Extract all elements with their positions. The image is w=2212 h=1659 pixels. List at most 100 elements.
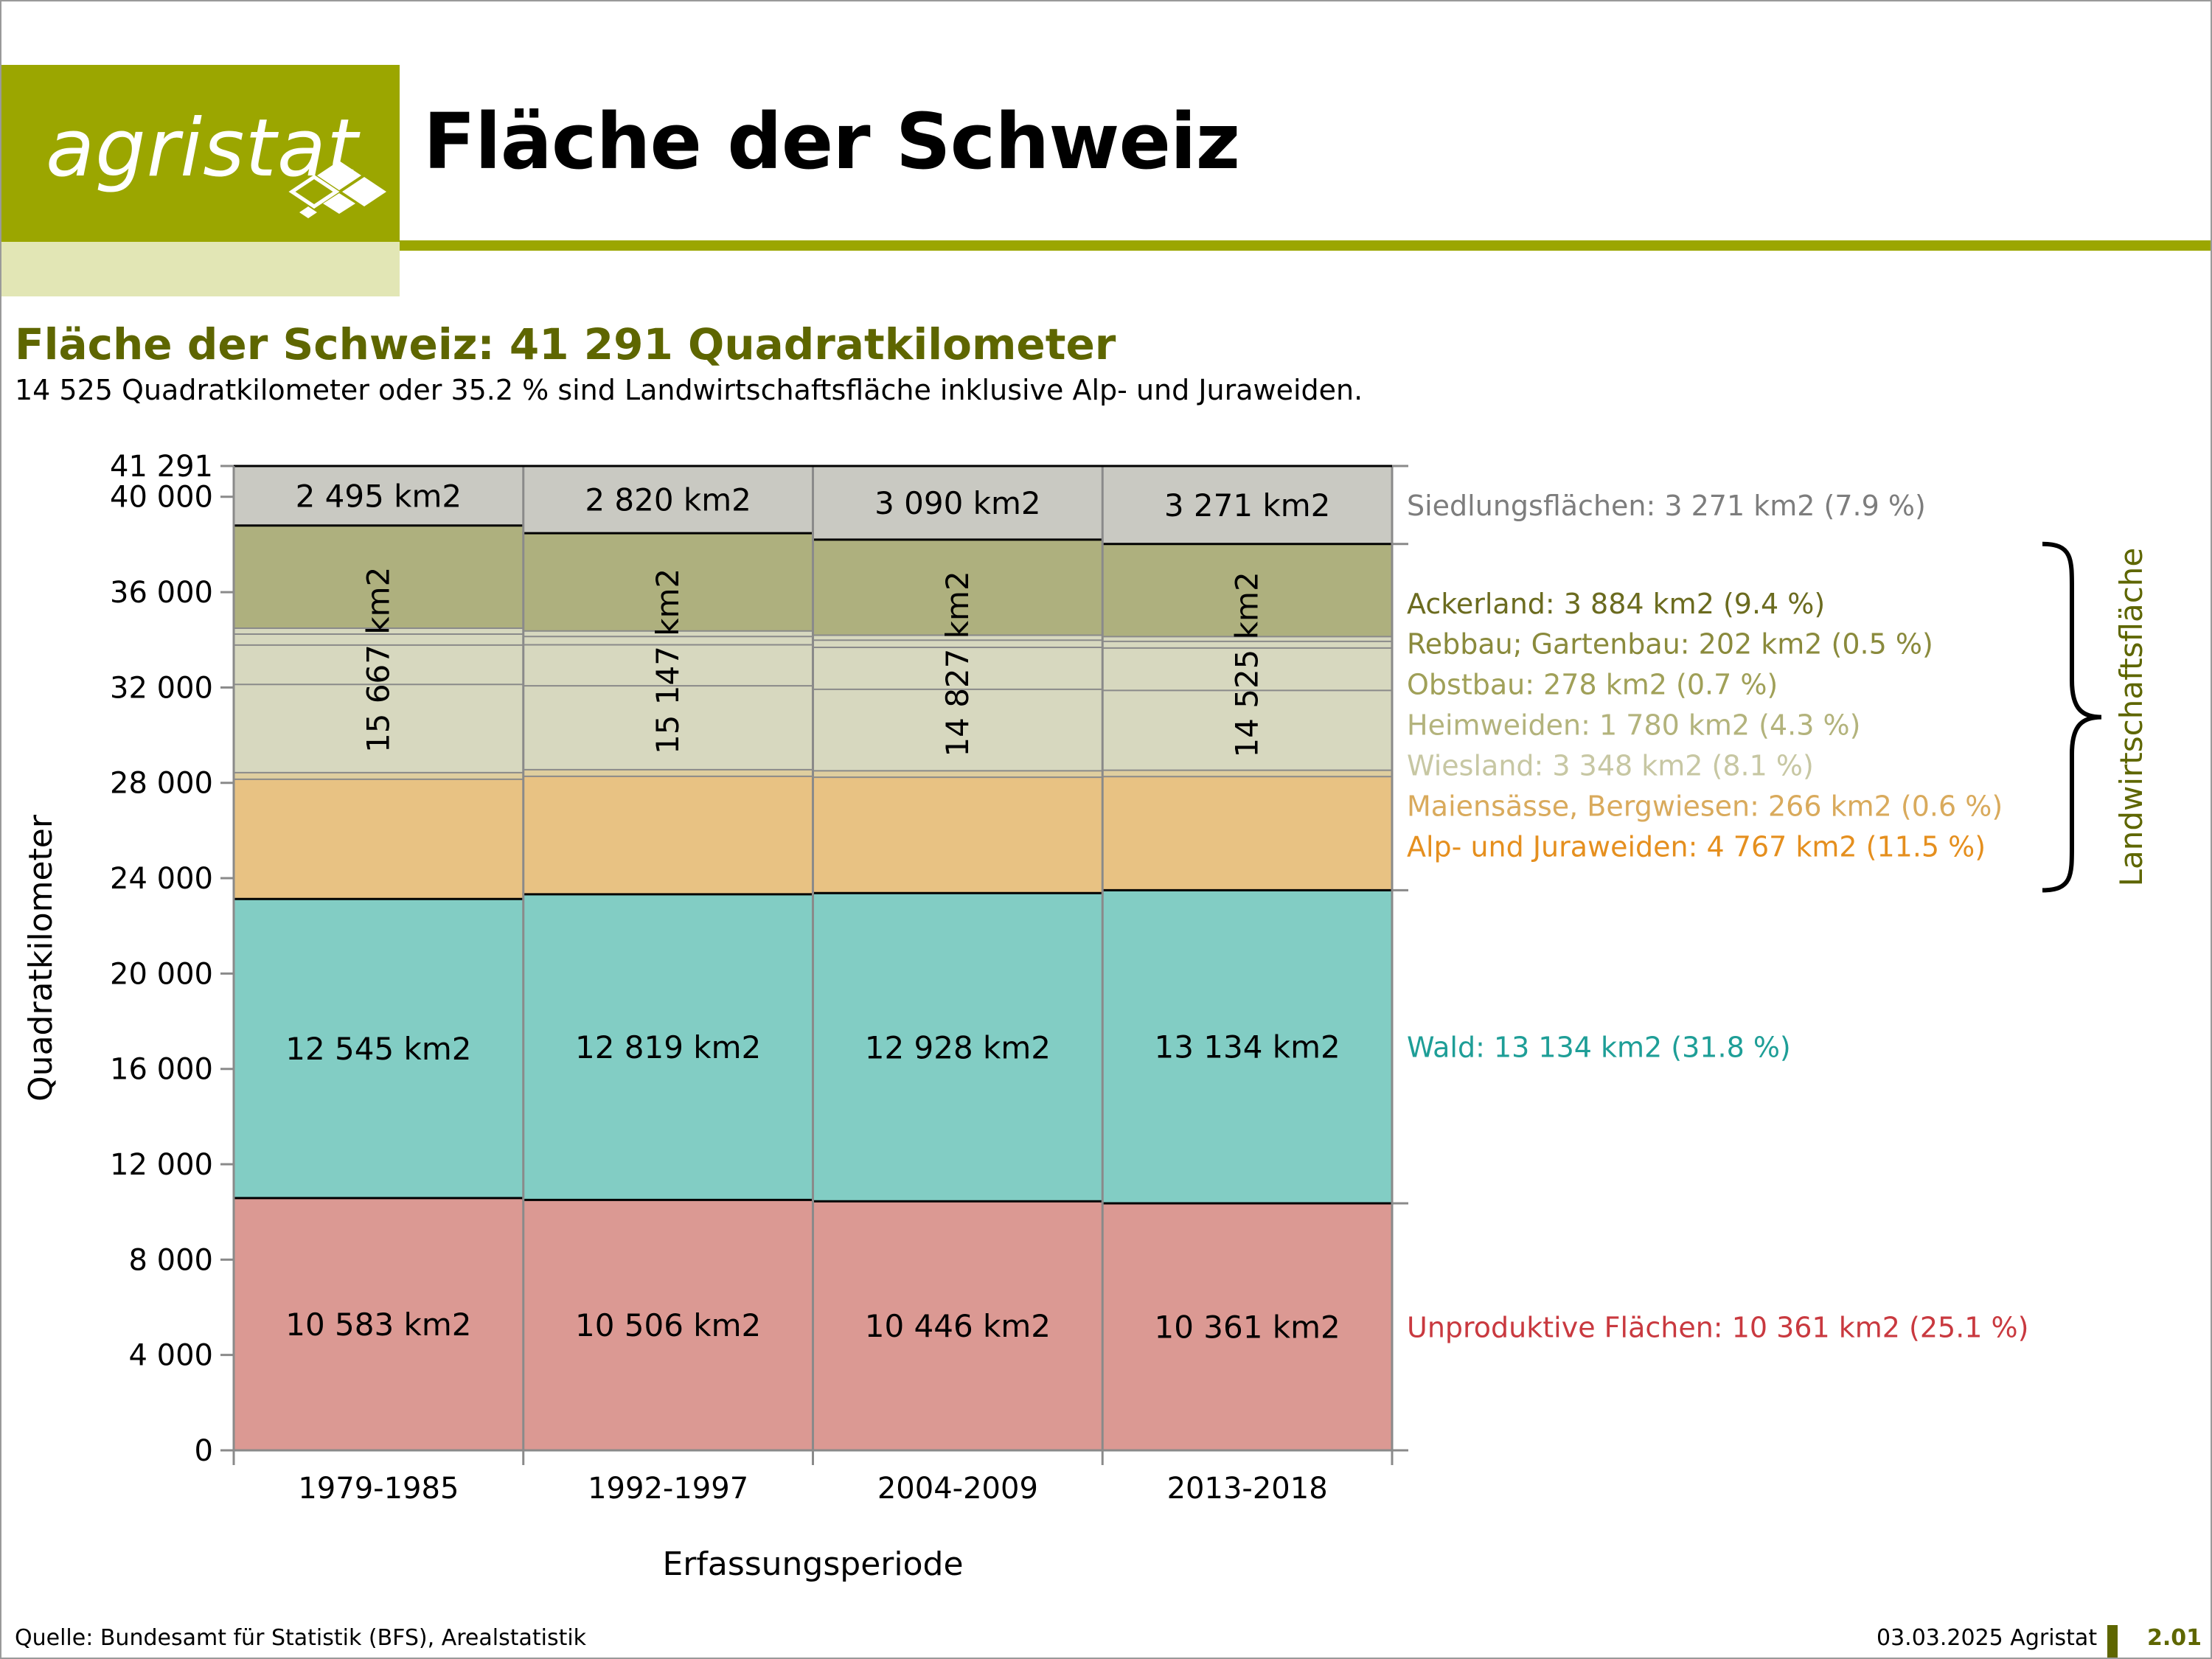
bar-segment (813, 893, 1103, 1202)
y-tick-label: 32 000 (110, 671, 213, 705)
legend-label: Heimweiden: 1 780 km2 (4.3 %) (1407, 709, 1860, 742)
bracket-label: Landwirtschaftsfläche (2113, 548, 2149, 887)
y-tick-label: 4 000 (128, 1339, 213, 1373)
x-tick-label: 2004-2009 (877, 1472, 1038, 1506)
bar-segment (813, 647, 1103, 689)
x-tick-label: 2013-2018 (1167, 1472, 1328, 1506)
data-label: 3 090 km2 (874, 485, 1041, 521)
footer-divider (2107, 1625, 2118, 1658)
y-tick-label: 24 000 (110, 862, 213, 896)
bar-segment (523, 533, 813, 631)
bar-segment (234, 634, 524, 645)
legend-label: Wiesland: 3 348 km2 (8.1 %) (1407, 749, 1814, 782)
data-label: 2 495 km2 (296, 478, 462, 514)
y-tick-label: 20 000 (110, 957, 213, 991)
bar-segment (523, 630, 813, 637)
legend-label: Maiensässe, Bergwiesen: 266 km2 (0.6 %) (1407, 790, 2003, 822)
data-label: 12 928 km2 (865, 1029, 1051, 1065)
y-tick-label: 36 000 (110, 576, 213, 610)
bracket (2042, 541, 2102, 893)
data-label: 2 820 km2 (585, 482, 751, 518)
y-tick-label: 0 (195, 1434, 213, 1468)
bar-segment (523, 776, 813, 894)
footer-date: 03.03.2025 Agristat (1877, 1625, 2098, 1651)
agristat-logo: agristat (46, 102, 359, 195)
y-tick-label: 28 000 (110, 767, 213, 801)
data-label: 12 819 km2 (575, 1029, 761, 1065)
y-tick-label: 16 000 (110, 1053, 213, 1087)
bar-segment (234, 684, 524, 773)
y-axis-title: Quadratkilometer (22, 814, 60, 1102)
bar-segment (1102, 890, 1392, 1204)
bar-segment (813, 635, 1103, 641)
bar-segment (523, 769, 813, 776)
chart-subtext: 14 525 Quadratkilometer oder 35.2 % sind… (15, 374, 1363, 406)
logo-underbar (1, 242, 400, 296)
group-data-label: 14 827 km2 (939, 571, 975, 757)
group-data-label: 15 667 km2 (360, 567, 396, 753)
data-label: 12 545 km2 (285, 1031, 471, 1067)
legend-label: Alp- und Juraweiden: 4 767 km2 (11.5 %) (1407, 830, 1986, 863)
y-tick-label: 12 000 (110, 1148, 213, 1182)
y-tick-label: 41 291 (110, 450, 213, 484)
bar-segment (1102, 776, 1392, 891)
legend-label: Wald: 13 134 km2 (31.8 %) (1407, 1032, 1791, 1064)
bar-segment (523, 465, 813, 534)
group-data-label: 14 525 km2 (1229, 571, 1265, 757)
bar-segment (1102, 543, 1392, 637)
legend-label: Obstbau: 278 km2 (0.7 %) (1407, 669, 1778, 701)
bar-segment (234, 466, 524, 526)
data-label: 10 446 km2 (865, 1308, 1051, 1344)
y-tick-label: 8 000 (128, 1243, 213, 1277)
bar-segment (813, 1201, 1103, 1450)
legend-label: Rebbau; Gartenbau: 202 km2 (0.5 %) (1407, 628, 1933, 661)
bar-segment (523, 644, 813, 686)
header-rule (400, 240, 2211, 251)
logo-diamond-icon (288, 161, 386, 218)
bar-segment (813, 689, 1103, 771)
bar-segment (813, 640, 1103, 647)
bar-segment (523, 1200, 813, 1450)
y-tick-label: 40 000 (110, 481, 213, 515)
data-label: 10 583 km2 (285, 1307, 471, 1343)
bar-segment (523, 636, 813, 645)
page-number: 2.01 (2147, 1625, 2202, 1651)
bar-segment (1102, 770, 1392, 777)
bar-segment (234, 1197, 524, 1450)
data-label: 3 271 km2 (1164, 487, 1331, 524)
x-axis-title: Erfassungsperiode (662, 1545, 963, 1583)
x-tick-label: 1979-1985 (298, 1472, 459, 1506)
logo-box (1, 65, 400, 242)
stacked-bar-chart: 0 4 000 8 000 12 000 16 000 20 000 24 000 28 00… (22, 450, 2149, 1583)
bar-segment (1102, 1203, 1392, 1450)
data-label: 10 361 km2 (1154, 1310, 1340, 1346)
bar-segment (1102, 466, 1392, 544)
bar-segment (813, 466, 1103, 540)
bar-segment (1102, 690, 1392, 771)
chart-headline: Fläche der Schweiz: 41 291 Quadratkilome… (15, 319, 1116, 369)
legend-label: Unproduktive Flächen: 10 361 km2 (25.1 %… (1407, 1312, 2028, 1344)
bar-segment (1102, 641, 1392, 648)
data-label: 13 134 km2 (1154, 1029, 1340, 1065)
page-title: Fläche der Schweiz (423, 97, 1240, 187)
x-tick-label: 1992-1997 (588, 1472, 748, 1506)
bar-segment (523, 894, 813, 1200)
bar-segment (813, 771, 1103, 778)
legend-label: Siedlungsflächen: 3 271 km2 (7.9 %) (1407, 490, 1926, 522)
bar-segment (234, 779, 524, 900)
bar-segment (523, 686, 813, 770)
bar-segment (813, 777, 1103, 894)
bar-segment (813, 539, 1103, 636)
group-data-label: 15 147 km2 (650, 568, 686, 754)
bar-segment (234, 772, 524, 779)
bar-segment (234, 899, 524, 1198)
legend-label: Ackerland: 3 884 km2 (9.4 %) (1407, 588, 1825, 620)
bar-segment (234, 644, 524, 685)
data-label: 10 506 km2 (575, 1307, 761, 1343)
bar-segment (234, 627, 524, 635)
bar-segment (234, 525, 524, 628)
bar-segment (1102, 636, 1392, 641)
bar-segment (1102, 647, 1392, 691)
source-note: Quelle: Bundesamt für Statistik (BFS), A… (15, 1625, 587, 1651)
